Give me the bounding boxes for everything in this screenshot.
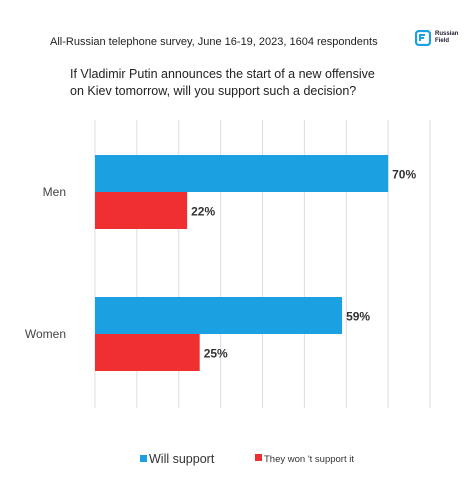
legend-item-will-support: Will support [140,452,214,466]
question-line-2: on Kiev tomorrow, will you support such … [70,84,357,98]
category-label: Men [43,185,66,199]
bar [95,155,389,192]
legend-swatch-wont-support [255,454,262,461]
legend-item-wont-support: They won 't support it [255,454,354,465]
category-label: Women [25,327,66,341]
bar [95,334,200,371]
survey-info: All-Russian telephone survey, June 16-19… [50,36,378,48]
data-label: 25% [204,347,228,361]
brand-logo: Russian Field [415,30,465,52]
data-label: 22% [191,205,215,219]
legend-swatch-will-support [140,455,147,462]
logo-text: Russian Field [435,31,459,44]
bar [95,297,343,334]
question-text: If Vladimir Putin announces the start of… [70,66,410,100]
legend-label-wont-support: They won 't support it [264,454,354,465]
russian-field-logo-icon [415,30,431,46]
data-label: 70% [392,168,416,182]
legend-label-will-support: Will support [149,452,215,466]
question-line-1: If Vladimir Putin announces the start of… [70,67,375,81]
data-label: 59% [346,310,370,324]
bar [95,192,188,229]
